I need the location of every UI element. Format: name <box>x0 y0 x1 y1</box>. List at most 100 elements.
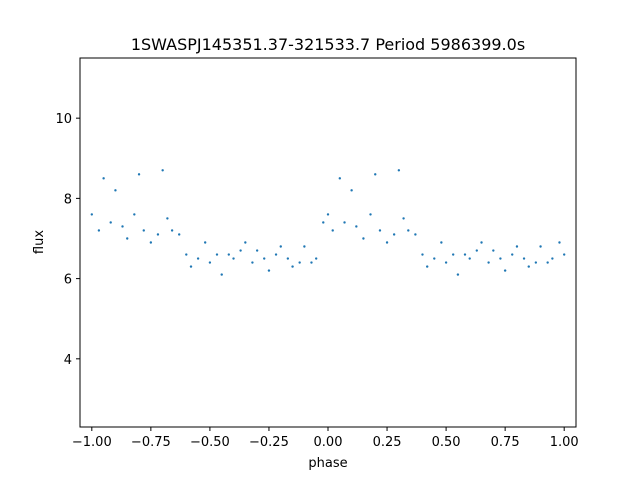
data-point <box>298 261 301 264</box>
x-tick-label: 0.00 <box>314 435 343 450</box>
data-point <box>378 229 382 232</box>
data-point <box>355 225 358 228</box>
data-point <box>142 229 145 232</box>
y-axis: 4 6 8 10 <box>55 112 80 368</box>
data-point <box>121 225 124 228</box>
data-point <box>499 257 502 260</box>
data-point <box>433 257 436 260</box>
y-tick-label: 10 <box>55 112 72 127</box>
data-point <box>137 173 141 176</box>
x-tick-label: 0.50 <box>432 435 461 450</box>
data-point <box>326 213 330 216</box>
x-tick-label: −0.50 <box>190 435 230 450</box>
data-point <box>487 261 490 264</box>
x-axis: −1.00 −0.75 −0.50 −0.25 0.00 0.25 0.50 0.75 1.00 <box>72 427 579 450</box>
data-point <box>114 189 117 192</box>
data-point <box>178 233 181 236</box>
data-point <box>244 241 247 244</box>
data-point <box>451 253 455 256</box>
data-point <box>385 241 389 244</box>
data-point <box>392 233 396 236</box>
plot-frame <box>79 57 577 428</box>
data-point <box>397 169 401 172</box>
x-axis-label: phase <box>308 456 347 471</box>
data-point <box>90 213 94 216</box>
data-point <box>185 253 188 256</box>
data-point <box>492 249 495 252</box>
data-point <box>511 253 514 256</box>
data-point <box>503 269 507 272</box>
data-point <box>149 241 153 244</box>
scatter-points <box>90 169 566 276</box>
data-point <box>161 169 164 172</box>
data-point <box>279 245 282 248</box>
data-point <box>274 253 278 256</box>
data-point <box>102 177 105 180</box>
data-point <box>562 253 566 256</box>
data-point <box>456 273 460 276</box>
data-point <box>208 261 212 264</box>
data-point <box>350 189 353 192</box>
data-point <box>534 261 538 264</box>
data-point <box>239 249 242 252</box>
data-point <box>468 257 471 260</box>
data-point <box>166 217 169 220</box>
data-point <box>170 229 174 232</box>
data-point <box>255 249 259 252</box>
data-point <box>286 257 290 260</box>
x-tick-label: −1.00 <box>72 435 112 450</box>
data-point <box>343 221 346 224</box>
data-point <box>133 213 136 216</box>
data-point <box>232 257 235 260</box>
data-point <box>369 213 372 216</box>
data-point <box>444 261 448 264</box>
data-point <box>109 221 112 224</box>
x-tick-label: 0.25 <box>373 435 402 450</box>
data-point <box>426 265 429 268</box>
data-point <box>522 257 526 260</box>
data-point <box>362 237 365 240</box>
data-point <box>539 245 542 248</box>
data-point <box>338 177 342 180</box>
data-point <box>97 229 101 232</box>
data-point <box>331 229 334 232</box>
data-point <box>402 217 405 220</box>
data-point <box>440 241 443 244</box>
data-point <box>546 261 549 264</box>
data-point <box>407 229 410 232</box>
y-axis-label: flux <box>32 230 47 254</box>
y-tick-label: 8 <box>64 192 72 207</box>
data-point <box>303 245 306 248</box>
data-point <box>189 265 193 268</box>
data-point <box>475 249 478 252</box>
data-point <box>263 257 266 260</box>
y-tick-label: 4 <box>64 353 72 368</box>
data-point <box>527 265 530 268</box>
data-point <box>551 257 554 260</box>
chart-title: 1SWASPJ145351.37-321533.7 Period 5986399… <box>131 35 525 54</box>
data-point <box>251 261 254 264</box>
data-point <box>421 253 424 256</box>
data-point <box>227 253 230 256</box>
x-tick-label: 0.75 <box>491 435 520 450</box>
data-point <box>126 237 129 240</box>
data-point <box>310 261 313 264</box>
data-point <box>215 253 219 256</box>
data-point <box>480 241 483 244</box>
data-point <box>463 253 467 256</box>
data-point <box>414 233 417 236</box>
x-tick-label: 1.00 <box>550 435 579 450</box>
data-point <box>322 221 325 224</box>
data-point <box>515 245 519 248</box>
data-point <box>374 173 377 176</box>
data-point <box>196 257 200 260</box>
data-point <box>267 269 271 272</box>
data-point <box>220 273 223 276</box>
data-point <box>558 241 561 244</box>
data-point <box>314 257 318 260</box>
x-tick-label: −0.75 <box>131 435 171 450</box>
data-point <box>291 265 294 268</box>
data-point <box>156 233 160 236</box>
data-point <box>203 241 207 244</box>
